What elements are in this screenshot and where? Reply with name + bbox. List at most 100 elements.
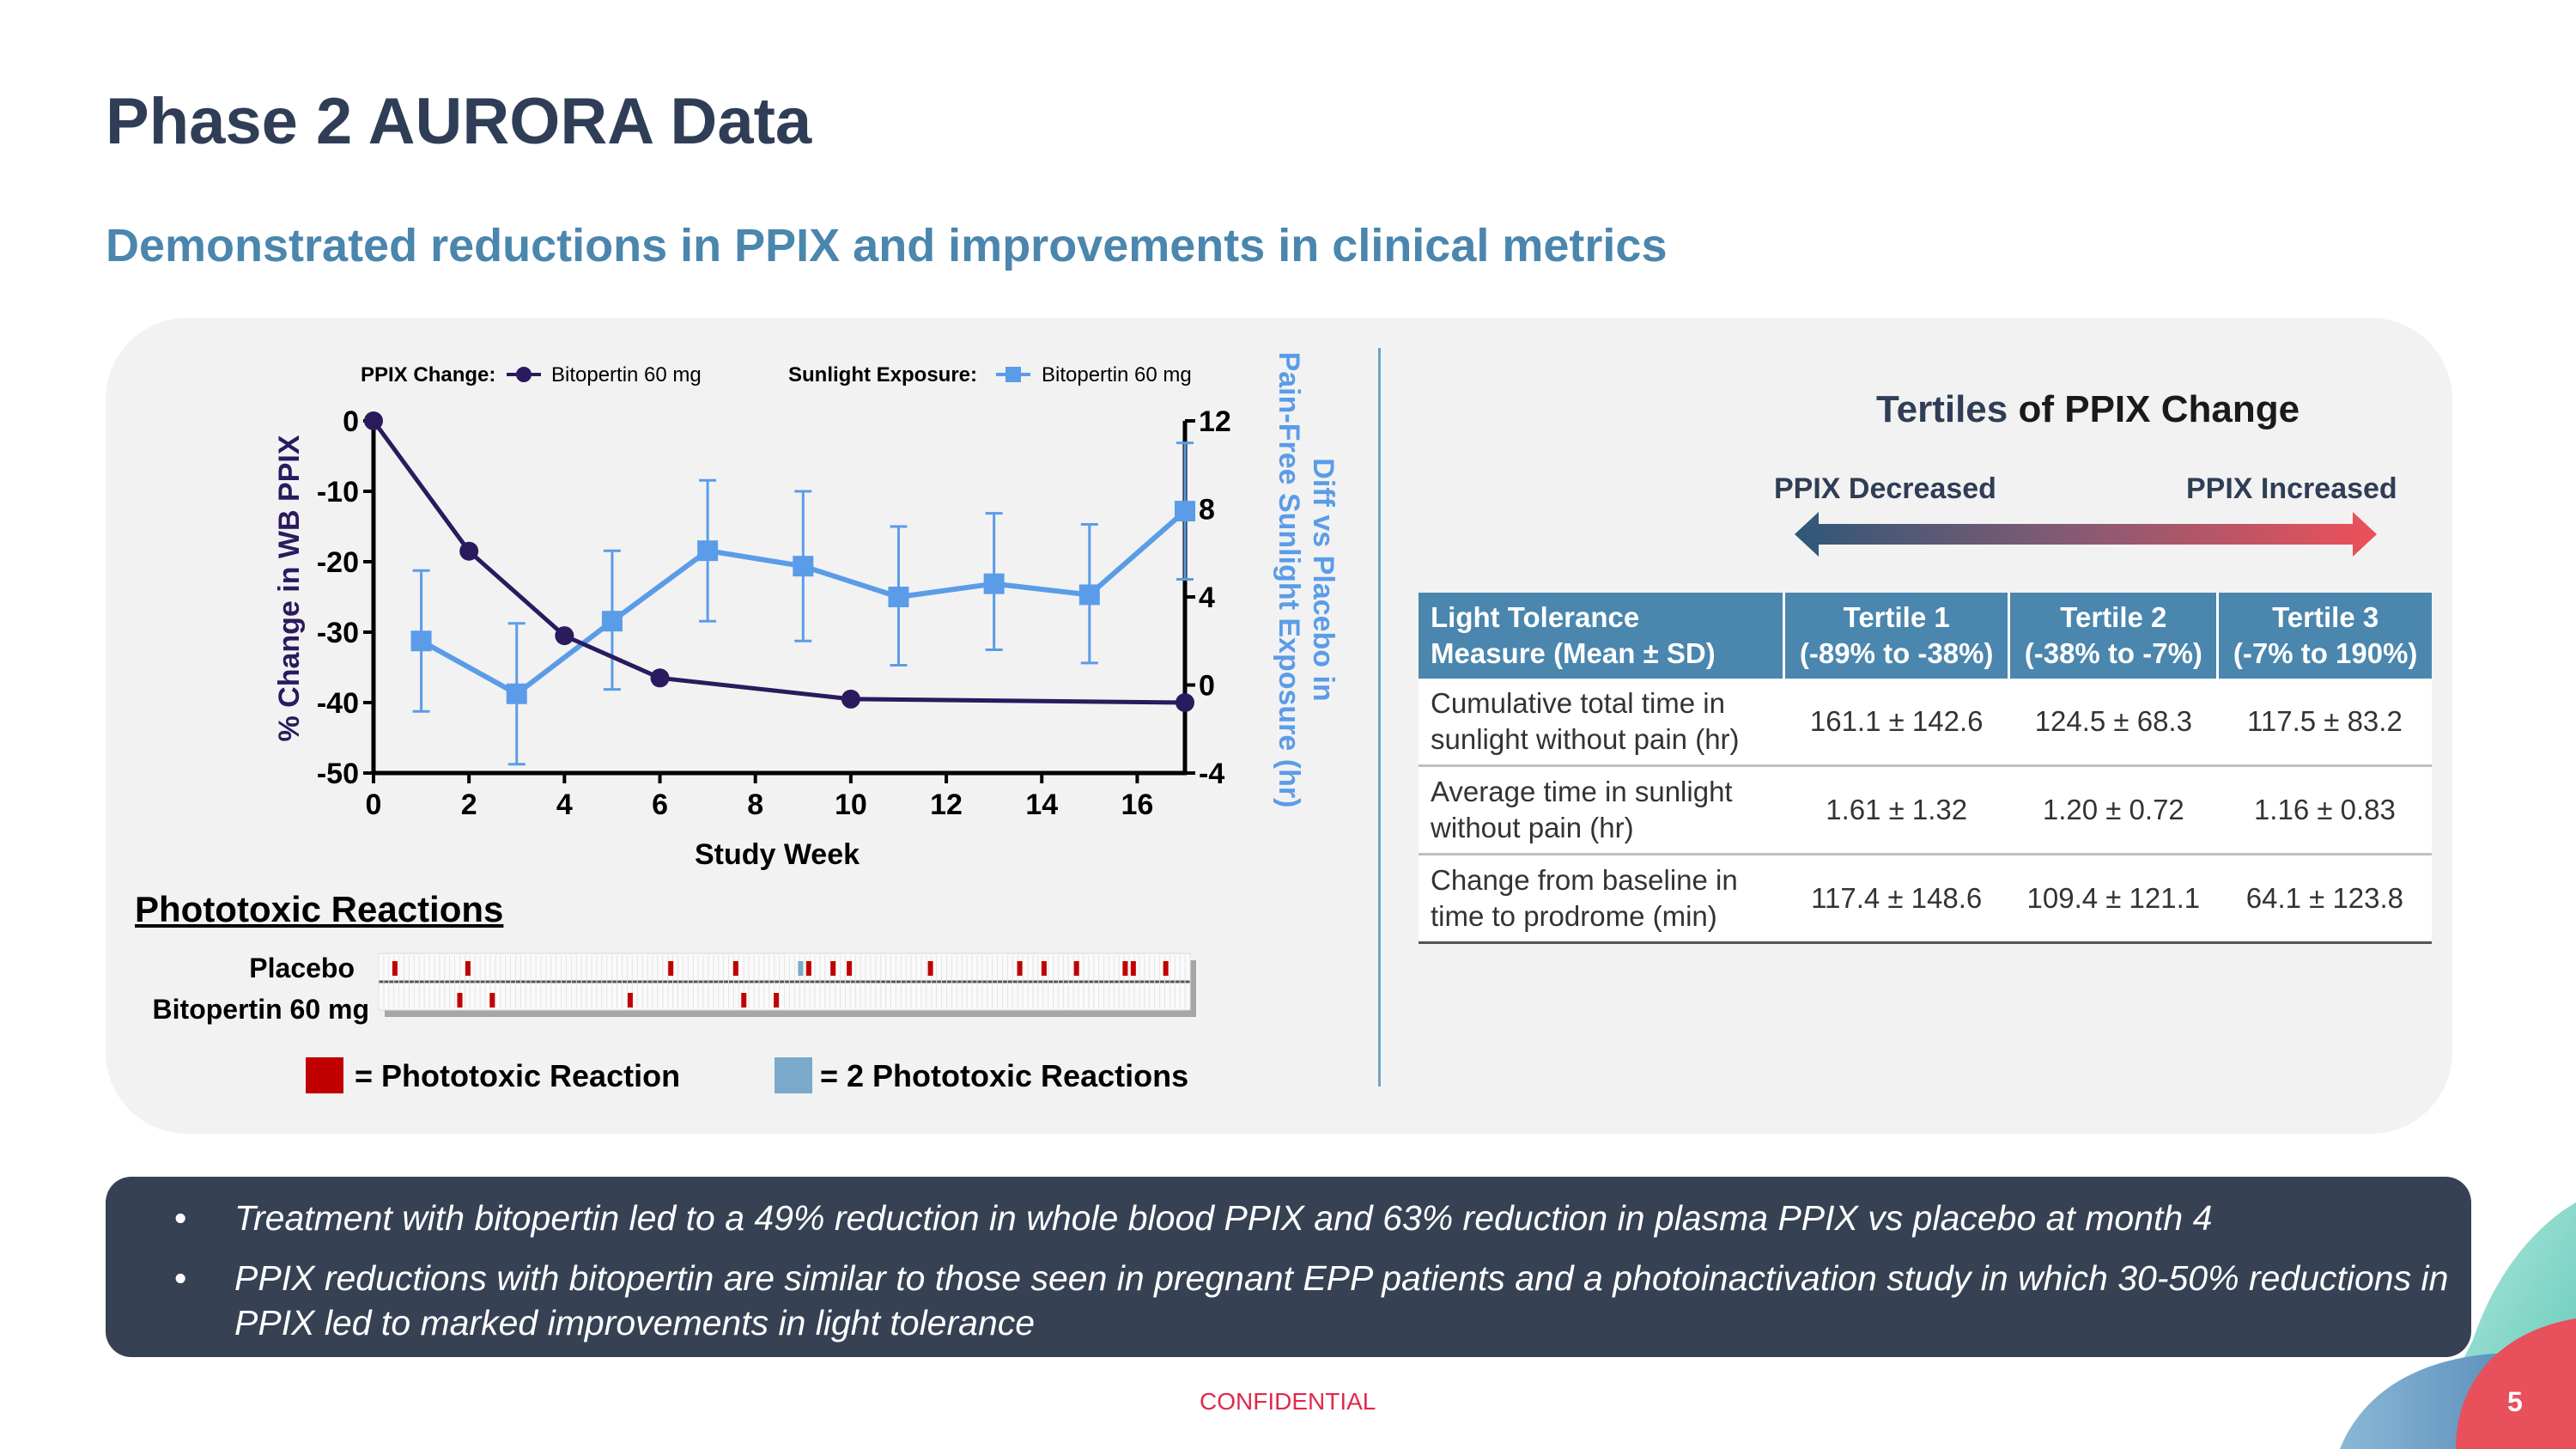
table-cell: 117.5 ± 83.2: [2217, 679, 2432, 767]
y-left-tick-label: -40: [317, 687, 359, 720]
legend-ppix-series: Bitopertin 60 mg: [551, 363, 702, 387]
phototoxic-event: [1017, 961, 1023, 976]
x-tick-label: 8: [747, 788, 763, 821]
ppix-point: [841, 689, 860, 709]
table-row: Change from baseline in time to prodrome …: [1419, 854, 2432, 944]
ppix-point: [650, 668, 670, 688]
tertiles-title: Tertiles of PPIX Change: [1876, 388, 2300, 431]
phototoxic-event: [830, 961, 836, 976]
phototoxic-event: [465, 961, 471, 976]
tertiles-title-rest: of PPIX Change: [2008, 388, 2300, 430]
table-cell: 1.16 ± 0.83: [2217, 765, 2432, 855]
sunlight-point: [888, 587, 909, 607]
phototoxic-title: Phototoxic Reactions: [135, 889, 504, 929]
ppix-point: [1176, 693, 1194, 712]
axis-ticks: 0 2 4 6 8 10 12 14 16 0 -10 -20 -30 -40 -50 12 8 4 0 -4: [317, 405, 1231, 821]
phototoxic-double-event: [798, 961, 804, 976]
phototoxic-event: [392, 961, 398, 976]
table-header-tertile-1: Tertile 1 (-89% to -38%): [1782, 593, 2009, 679]
phototoxic-event: [774, 993, 780, 1008]
x-tick-label: 16: [1121, 788, 1153, 821]
phototoxic-event: [1073, 961, 1079, 976]
ppix-point: [364, 411, 383, 430]
y-left-tick-label: -10: [317, 476, 359, 508]
y-axis-right-label-2: Pain-Free Sunlight Exposure (hr): [1273, 352, 1305, 808]
sunlight-point: [793, 556, 814, 577]
table-cell: 117.4 ± 148.6: [1783, 854, 2009, 944]
sunlight-point: [1078, 584, 1100, 606]
legend-sun-marker: [1005, 367, 1021, 382]
phototoxic-event: [1163, 961, 1169, 976]
legend-double-label: = 2 Phototoxic Reactions: [820, 1058, 1188, 1093]
sunlight-point: [697, 540, 719, 562]
y-left-tick-label: 0: [343, 405, 359, 438]
y-right-tick-label: 0: [1199, 670, 1215, 703]
x-tick-label: 14: [1025, 788, 1058, 821]
legend-sun-label: Sunlight Exposure:: [788, 363, 977, 387]
phototoxic-event: [741, 993, 747, 1008]
sunlight-point: [506, 683, 527, 704]
phototoxic-bitopertin-label: Bitopertin 60 mg: [153, 994, 369, 1025]
y-right-tick-label: 8: [1199, 494, 1215, 527]
ppix-decreased-label: PPIX Decreased: [1774, 472, 1996, 505]
page-number: 5: [2507, 1386, 2523, 1417]
y-axis-right-label-1: Diff vs Placebo in: [1307, 458, 1340, 701]
legend-single-swatch: [306, 1057, 343, 1093]
legend-double-swatch: [775, 1057, 812, 1093]
ppix-gradient-arrow: [1795, 512, 2377, 557]
phototoxic-events: [392, 961, 1169, 1008]
phototoxic-event: [1130, 961, 1136, 976]
table-row-label: Average time in sunlight without pain (hr…: [1419, 765, 1784, 855]
table-cell: 109.4 ± 121.1: [2008, 854, 2218, 944]
table-cell: 124.5 ± 68.3: [2008, 679, 2218, 767]
confidential-label: CONFIDENTIAL: [1200, 1388, 1376, 1415]
chart-series: [364, 411, 1195, 766]
y-left-tick-label: -20: [317, 546, 359, 579]
legend-ppix-label: PPIX Change:: [361, 363, 495, 387]
y-right-tick-label: 12: [1199, 405, 1231, 438]
y-axis-left-label: % Change in WB PPIX: [273, 435, 306, 741]
y-right-tick-label: -4: [1199, 758, 1224, 790]
table-row: Cumulative total time in sunlight without…: [1419, 679, 2432, 767]
phototoxic-event: [732, 961, 738, 976]
phototoxic-event: [847, 961, 853, 976]
phototoxic-event: [457, 993, 463, 1008]
corner-decoration: [2340, 1202, 2576, 1449]
x-tick-label: 0: [366, 788, 382, 821]
table-cell: 1.20 ± 0.72: [2008, 765, 2218, 855]
table-row-label: Change from baseline in time to prodrome …: [1419, 854, 1784, 944]
phototoxic-event: [805, 961, 811, 976]
x-tick-label: 10: [835, 788, 867, 821]
ppix-point: [555, 626, 574, 646]
ppix-point: [459, 541, 479, 561]
phototoxic-event: [1041, 961, 1047, 976]
y-right-tick-label: 4: [1199, 581, 1215, 614]
ppix-chart: PPIX Change: Bitopertin 60 mg Sunlight E…: [153, 352, 1340, 1093]
y-left-tick-label: -50: [317, 758, 359, 790]
sunlight-point: [1175, 501, 1195, 522]
table-header-row: Light Tolerance Measure (Mean ± SD) Terti…: [1419, 593, 2432, 679]
legend-ppix-marker: [516, 367, 532, 382]
x-tick-label: 6: [652, 788, 668, 821]
light-tolerance-table: Light Tolerance Measure (Mean ± SD) Terti…: [1419, 593, 2432, 944]
sunlight-point: [601, 611, 623, 632]
key-takeaways-box: Treatment with bitopertin led to a 49% r…: [106, 1177, 2471, 1357]
table-header-tertile-2: Tertile 2 (-38% to -7%): [2008, 593, 2218, 679]
table-row: Average time in sunlight without pain (hr…: [1419, 765, 2432, 855]
table-cell: 64.1 ± 123.8: [2217, 854, 2432, 944]
takeaway-item: Treatment with bitopertin led to a 49% r…: [174, 1196, 2484, 1240]
legend-sun-series: Bitopertin 60 mg: [1042, 363, 1192, 387]
x-axis-label: Study Week: [695, 838, 860, 871]
x-tick-label: 2: [461, 788, 477, 821]
phototoxic-event: [668, 961, 674, 976]
tertiles-title-word: Tertiles: [1876, 388, 2008, 430]
page-title: Phase 2 AURORA Data: [106, 85, 812, 158]
phototoxic-placebo-label: Placebo: [249, 953, 355, 983]
x-tick-label: 4: [556, 788, 573, 821]
panel-divider: [1378, 348, 1381, 1087]
table-header-measure: Light Tolerance Measure (Mean ± SD): [1419, 593, 1784, 679]
phototoxic-event: [627, 993, 633, 1008]
phototoxic-event: [489, 993, 495, 1008]
table-cell: 161.1 ± 142.6: [1783, 679, 2009, 767]
phototoxic-strip-gridlines: [378, 955, 1191, 1008]
